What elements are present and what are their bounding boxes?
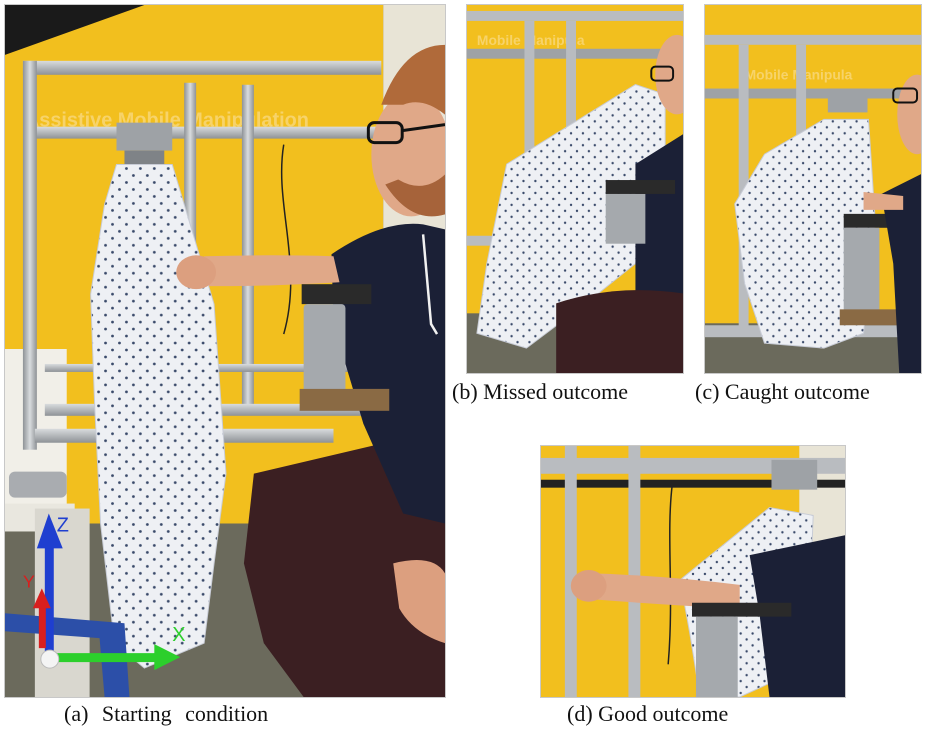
y-axis-label: Y (23, 571, 35, 591)
person-pants (243, 433, 445, 697)
person-hand (176, 255, 217, 290)
person-hair (381, 44, 445, 115)
person-pants (556, 290, 683, 373)
caption-missed-outcome: (b) Missed outcome (452, 379, 628, 404)
wooden-platform (299, 388, 390, 411)
person-shirt (749, 535, 845, 697)
hospital-gown (734, 118, 876, 349)
person-arm (863, 191, 904, 210)
armrest (692, 602, 792, 617)
frame-left-post (22, 60, 37, 450)
person-hand (570, 570, 607, 602)
force-cylinder (303, 304, 346, 396)
photo-good-outcome (540, 445, 846, 698)
hospital-gown (476, 84, 666, 349)
caption-caught-outcome: (c) Caught outcome (695, 379, 870, 404)
z-axis-arrow (44, 543, 54, 659)
metal-cylinder (8, 471, 67, 498)
x-axis-arrow (50, 653, 161, 663)
hospital-gown (90, 164, 227, 669)
photo-b-scene: Mobile Manipula (467, 5, 683, 373)
photo-d-scene (541, 446, 845, 697)
sensor-mount (116, 122, 173, 151)
person-face (897, 74, 921, 155)
glasses (892, 87, 919, 104)
caption-starting-condition: (a) Starting condition (64, 701, 269, 726)
armrest (605, 180, 676, 194)
person-beard (385, 174, 445, 217)
photo-a-scene: Assistive Mobile Manipulation (5, 5, 445, 697)
banner-text: Assistive Mobile Manipulation (25, 110, 309, 132)
person-arm (204, 255, 340, 287)
photo-starting-condition: Assistive Mobile Manipulation (4, 4, 446, 698)
person-shirt (881, 174, 921, 373)
y-axis-arrow (38, 603, 46, 649)
caption-good-outcome: (d) Good outcome (567, 701, 729, 726)
frame-top-rail (22, 60, 382, 75)
force-cylinder (695, 616, 738, 697)
coordinate-axes: Z Y X (23, 513, 186, 671)
person-arm (580, 572, 740, 609)
z-axis-label: Z (57, 514, 69, 536)
glasses (650, 65, 675, 82)
photo-c-scene: Mobile Manipula (705, 5, 921, 373)
person-shirt (635, 134, 683, 314)
glasses (366, 121, 404, 145)
person-face (655, 34, 683, 115)
sensor-mount (771, 459, 818, 490)
photo-missed-outcome: Mobile Manipula (466, 4, 684, 374)
x-axis-label: X (172, 624, 185, 646)
photo-caught-outcome: Mobile Manipula (704, 4, 922, 374)
sensor-mount (827, 88, 868, 113)
armrest (301, 284, 372, 305)
